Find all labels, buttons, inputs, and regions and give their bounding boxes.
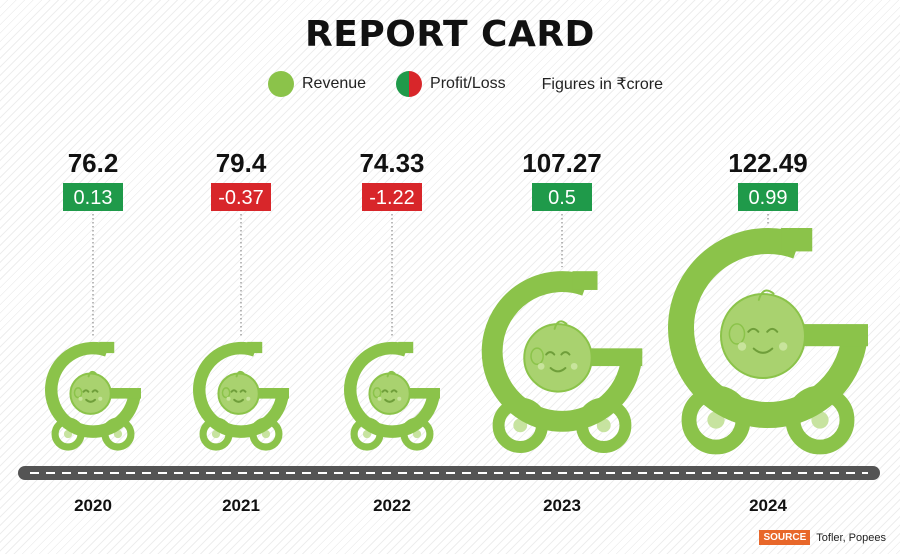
profit-loss-label-2023: 0.5 — [548, 187, 576, 209]
baby-eye-left — [82, 389, 90, 393]
baby-face — [523, 323, 593, 393]
profit-loss-label-2022: -1.22 — [369, 187, 415, 209]
stroller-2020 — [45, 214, 141, 451]
baby-eye-right — [390, 389, 398, 393]
baby-smile — [549, 367, 567, 373]
baby-cheek — [737, 342, 747, 351]
baby-cheek — [246, 396, 251, 401]
profit-loss-badge-2023 — [532, 183, 592, 211]
baby-smile — [85, 398, 97, 403]
year-label-2020: 2020 — [74, 496, 112, 515]
baby-cheek — [78, 396, 83, 401]
baby-smile — [384, 398, 396, 403]
legend: Revenue Profit/Loss Figures in ₹crore — [268, 70, 663, 98]
baby-cheek — [397, 396, 402, 401]
baby-ear — [73, 387, 83, 399]
stroller-hood — [344, 341, 440, 438]
revenue-legend-icon — [268, 71, 294, 97]
stroller-2021 — [193, 214, 289, 451]
stroller-handle — [241, 388, 289, 399]
baby-hair-curl — [757, 289, 775, 301]
profit-loss-label-2021: -0.37 — [218, 187, 264, 209]
baby-hair-curl — [553, 320, 568, 330]
page-title: REPORT CARD — [305, 14, 595, 55]
baby-face — [720, 293, 806, 379]
source-text: Tofler, Popees — [816, 531, 886, 544]
baby-hair-curl — [235, 370, 245, 378]
year-label-2021: 2021 — [222, 496, 260, 515]
profit-loss-badge-2021 — [211, 183, 271, 211]
stroller-handle — [93, 388, 141, 399]
stroller-handle — [392, 388, 440, 399]
profit-loss-legend-label: Profit/Loss — [430, 75, 506, 92]
profit-loss-badge-2020 — [63, 183, 123, 211]
baby-smile — [233, 398, 245, 403]
baby-cheek — [98, 396, 103, 401]
baby-cheek — [226, 396, 231, 401]
stroller-2022 — [344, 214, 440, 451]
baby-cheek — [377, 396, 382, 401]
baby-hair-curl — [87, 370, 97, 378]
baby-ear — [221, 387, 231, 399]
baby-cheek — [778, 342, 788, 351]
baby-hair-curl — [386, 370, 396, 378]
profit-loss-label-2020: 0.13 — [74, 187, 113, 209]
revenue-legend-label: Revenue — [302, 75, 367, 92]
stroller-nib — [99, 341, 115, 354]
stroller-nib — [398, 341, 414, 354]
baby-smile — [752, 347, 774, 354]
year-label-2023: 2023 — [543, 496, 581, 515]
revenue-label-2022: 74.33 — [359, 148, 424, 178]
stroller-hood — [45, 341, 141, 438]
baby-eye-right — [560, 351, 571, 356]
baby-eye-right — [766, 327, 779, 333]
revenue-label-2021: 79.4 — [216, 148, 267, 178]
baby-ear — [372, 387, 382, 399]
baby-eye-left — [230, 389, 238, 393]
profit-loss-badge-2022 — [362, 183, 422, 211]
source-credit: SOURCE Tofler, Popees — [759, 530, 886, 545]
stroller-2023 — [481, 214, 643, 453]
profit-loss-legend-icon — [396, 71, 423, 97]
year-label-2024: 2024 — [749, 496, 787, 515]
stroller-hood — [668, 228, 868, 428]
stroller-hood — [481, 271, 643, 432]
revenue-label-2023: 107.27 — [522, 148, 602, 178]
stroller-2024 — [668, 214, 868, 455]
source-tag: SOURCE — [759, 530, 811, 545]
units-note: Figures in ₹crore — [541, 76, 663, 93]
revenue-label-2020: 76.2 — [68, 148, 119, 178]
baby-eye-right — [91, 389, 99, 393]
baby-ear — [728, 323, 746, 345]
profit-loss-badge-2024 — [738, 183, 798, 211]
stroller-hood — [193, 341, 289, 438]
baby-cheek — [570, 362, 578, 370]
revenue-label-2024: 122.49 — [728, 148, 808, 178]
baby-eye-left — [747, 327, 760, 333]
baby-eye-left — [381, 389, 389, 393]
profit-loss-label-2024: 0.99 — [749, 187, 788, 209]
baby-eye-left — [545, 351, 556, 356]
year-label-2022: 2022 — [373, 496, 411, 515]
stroller-nib — [781, 228, 813, 252]
baby-cheek — [537, 362, 545, 370]
baby-eye-right — [239, 389, 247, 393]
baby-ear — [530, 347, 544, 366]
stroller-nib — [572, 271, 598, 290]
stroller-nib — [247, 341, 263, 354]
